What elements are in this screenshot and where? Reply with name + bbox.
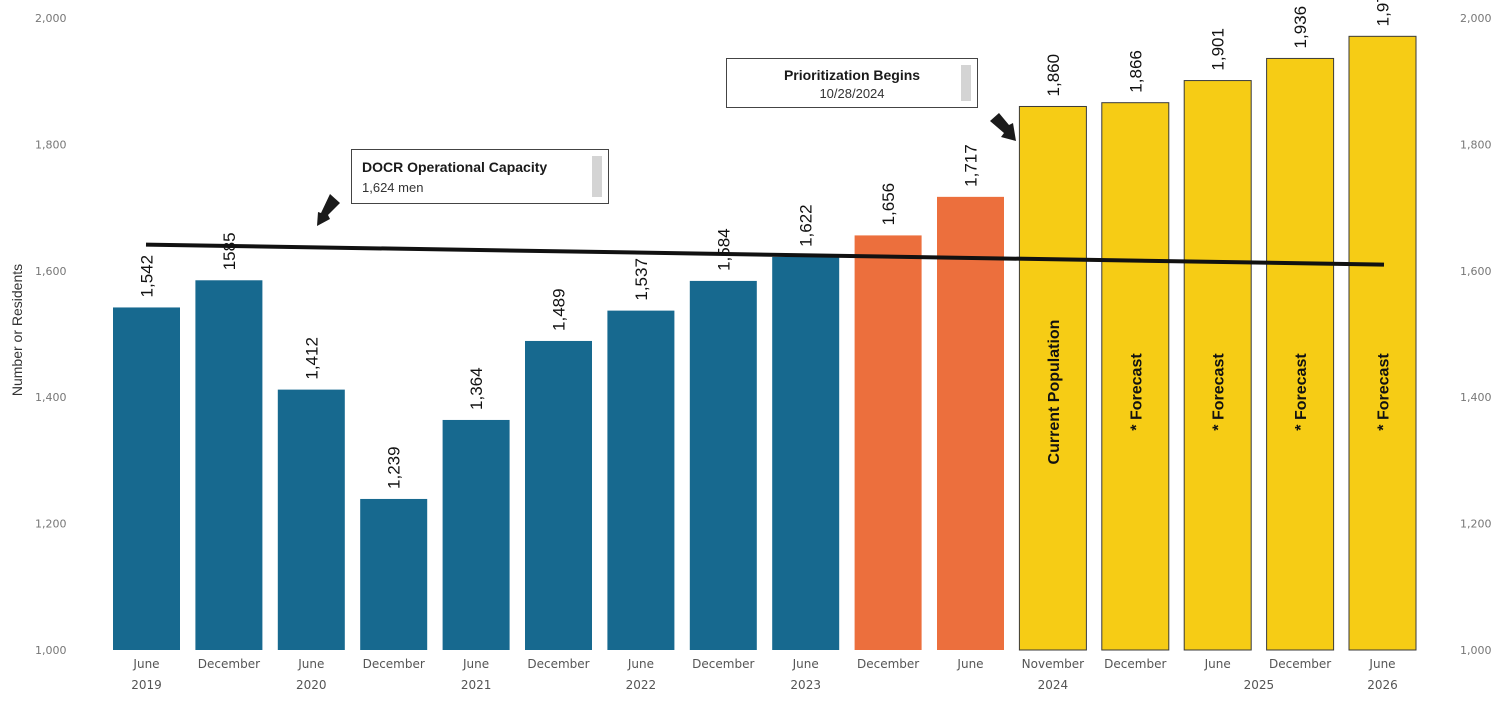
bar-inner-label: * Forecast: [1211, 353, 1228, 431]
arrow-icon: [990, 113, 1016, 141]
bar: [937, 196, 1004, 650]
y-tick-label: 1,200: [35, 518, 67, 531]
x-tick-label: December: [857, 657, 919, 671]
bars: [113, 35, 1417, 651]
x-tick-label: June: [627, 657, 654, 671]
y-tick-label: 1,400: [1460, 391, 1492, 404]
y-tick-label: 1,800: [1460, 138, 1492, 151]
x-tick-label: June: [1204, 657, 1231, 671]
capacity-line-group: [145, 242, 1385, 267]
value-label: 1,542: [138, 255, 157, 298]
annotation-grip: [592, 156, 602, 197]
value-label: 1,901: [1209, 28, 1228, 71]
bar: [689, 280, 757, 650]
y-tick-label: 1,000: [35, 644, 67, 657]
value-labels: 1,542 1585 1,412 1,239 1,364 1,489 1,537 1,584 1…: [138, 0, 1393, 489]
bar: [525, 340, 592, 650]
value-label: 1,860: [1044, 54, 1063, 97]
capacity-annotation-subtitle: 1,624 men: [362, 180, 424, 195]
value-label: 1,866: [1126, 50, 1145, 93]
capacity-line: [145, 242, 1385, 267]
value-label: 1,936: [1291, 6, 1310, 49]
y-tick-label: 1,200: [1460, 518, 1492, 531]
x-tick-label: December: [363, 657, 425, 671]
value-label: 1,656: [879, 183, 898, 226]
bar: [1183, 80, 1252, 651]
prioritization-annotation: Prioritization Begins 10/28/2024: [726, 58, 978, 108]
value-label: 1,537: [632, 258, 651, 301]
bar: [442, 419, 510, 650]
x-tick-label: June: [956, 657, 983, 671]
value-label: 1,622: [797, 204, 816, 247]
y-tick-label: 1,600: [35, 265, 67, 278]
annotation-grip: [961, 65, 971, 101]
x-tick-label: June: [1368, 657, 1395, 671]
y-tick-label: 2,000: [35, 12, 67, 25]
bar-inner-label: * Forecast: [1293, 353, 1310, 431]
bar: [113, 307, 180, 650]
bar-inner-label: * Forecast: [1376, 353, 1393, 431]
capacity-annotation: DOCR Operational Capacity 1,624 men: [351, 149, 609, 204]
capacity-annotation-title: DOCR Operational Capacity: [362, 159, 548, 175]
bar: [772, 256, 840, 650]
x-tick-label: June: [132, 657, 159, 671]
y-tick-label: 1,600: [1460, 265, 1492, 278]
value-label: 1,364: [467, 367, 486, 410]
y-tick-label: 1,800: [35, 138, 67, 151]
x-year-label: 2021: [461, 678, 492, 692]
x-tick-label: December: [692, 657, 754, 671]
bar: [277, 389, 345, 650]
value-label: 1,489: [550, 288, 569, 331]
value-label: 1,717: [962, 144, 981, 187]
bar: [854, 235, 922, 650]
x-year-label: 2025: [1244, 678, 1275, 692]
y-tick-label: 1,400: [35, 391, 67, 404]
y-tick-label: 2,000: [1460, 12, 1492, 25]
bar: [607, 310, 675, 650]
x-year-label: 2024: [1038, 678, 1069, 692]
x-year-label: 2026: [1367, 678, 1398, 692]
y-axis-right: 1,000 1,200 1,400 1,600 1,800 2,000: [1460, 12, 1492, 657]
x-tick-label: December: [1104, 657, 1166, 671]
x-tick-label: June: [792, 657, 819, 671]
x-tick-label: December: [1269, 657, 1331, 671]
prioritization-annotation-title: Prioritization Begins: [783, 67, 921, 83]
prioritization-annotation-subtitle: 10/28/2024: [819, 86, 885, 101]
bar: [1348, 35, 1417, 651]
x-tick-label: December: [198, 657, 260, 671]
value-label: 1,971: [1374, 0, 1393, 26]
arrow-icon: [317, 194, 340, 226]
bar-inner-label: Current Population: [1046, 320, 1063, 465]
bar-inner-label: * Forecast: [1128, 353, 1145, 431]
x-tick-label: November: [1022, 657, 1084, 671]
inner-labels: Current Population * Forecast * Forecast * …: [1046, 320, 1393, 465]
value-label: 1585: [220, 232, 239, 270]
value-label: 1,412: [302, 337, 321, 380]
x-year-label: 2022: [626, 678, 657, 692]
bar: [1018, 105, 1087, 651]
x-year-label: 2019: [131, 678, 162, 692]
bar: [1266, 57, 1335, 651]
bar: [195, 280, 263, 650]
x-axis: June December June December June December June…: [131, 657, 1398, 692]
x-tick-label: December: [527, 657, 589, 671]
y-axis-left: 1,000 1,200 1,400 1,600 1,800 2,000: [35, 12, 67, 657]
x-tick-label: June: [297, 657, 324, 671]
value-label: 1,584: [714, 228, 733, 271]
y-axis-label: Number or Residents: [9, 264, 25, 396]
x-year-label: 2020: [296, 678, 327, 692]
bar: [1101, 102, 1170, 651]
bar: [360, 498, 428, 650]
y-tick-label: 1,000: [1460, 644, 1492, 657]
value-label: 1,239: [385, 446, 404, 489]
x-year-label: 2023: [790, 678, 821, 692]
x-tick-label: June: [462, 657, 489, 671]
